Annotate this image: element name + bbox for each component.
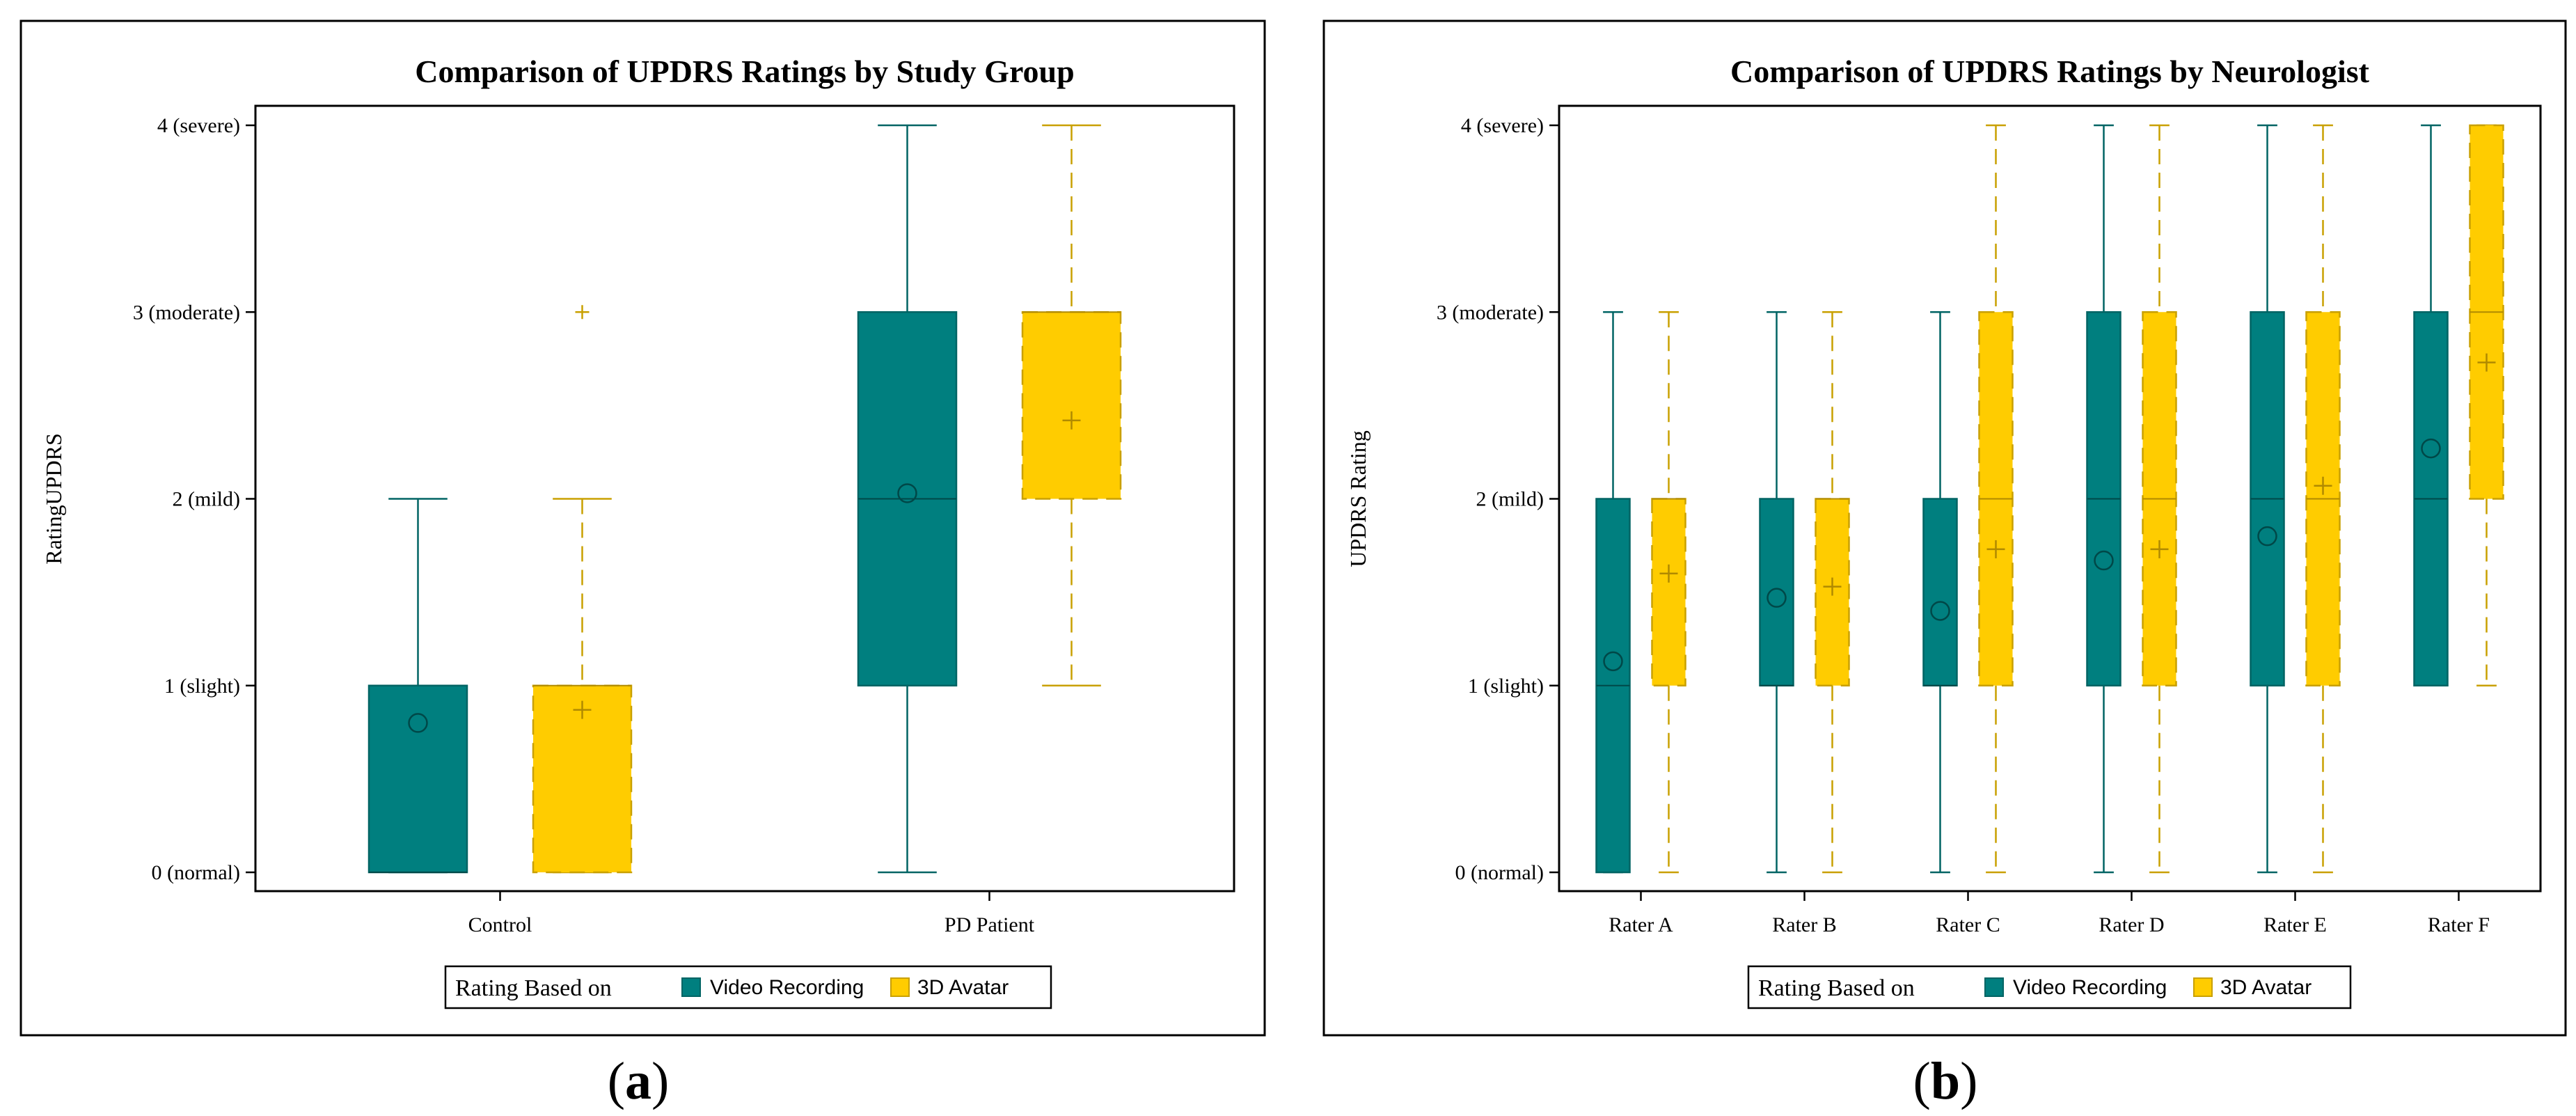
legend-swatch-avatar xyxy=(2193,977,2213,997)
video-box-a-0 xyxy=(368,498,468,874)
avatar-box-b-0 xyxy=(1651,311,1686,874)
x-tick-label: Rater E xyxy=(2263,913,2327,936)
video-box-b-0 xyxy=(1595,311,1631,874)
legend-frame xyxy=(1747,965,2352,1009)
x-tick-label: Rater A xyxy=(1609,913,1673,936)
y-tick-label: 3 (moderate) xyxy=(1437,301,1544,324)
video-box-b-3 xyxy=(2086,124,2121,874)
y-tick-label: 2 (mild) xyxy=(1476,488,1544,511)
mean-marker xyxy=(1930,601,1950,621)
panel-caption: (a) xyxy=(608,1052,670,1110)
mean-marker xyxy=(2421,438,2441,459)
y-tick-label: 3 (moderate) xyxy=(133,301,240,324)
y-axis-label: UPDRS Rating xyxy=(1345,430,1370,567)
video-box-a-1 xyxy=(857,124,958,874)
panel-caption: (b) xyxy=(1913,1052,1978,1110)
panel-frame xyxy=(19,19,1266,1037)
legend-label-video: Video Recording xyxy=(2013,976,2167,999)
legend-swatch-video xyxy=(1984,977,2004,997)
mean-marker xyxy=(1603,651,1623,672)
chart-panel-b: Comparison of UPDRS Ratings by Neurologi… xyxy=(1322,19,2567,1110)
avatar-box-a-0 xyxy=(532,305,633,874)
mean-marker xyxy=(2257,526,2277,547)
mean-marker xyxy=(1767,588,1787,608)
box-iqr xyxy=(1922,498,1958,686)
avatar-box-b-2 xyxy=(1978,124,2014,874)
y-tick-label: 0 (normal) xyxy=(1455,861,1544,884)
plot-area xyxy=(1558,104,2542,893)
legend-title: Rating Based on xyxy=(455,975,612,1001)
avatar-box-b-4 xyxy=(2305,124,2341,874)
y-tick-label: 1 (slight) xyxy=(164,675,240,698)
chart-panel-a: Comparison of UPDRS Ratings by Study Gro… xyxy=(19,19,1266,1110)
panel-caption-letter: b xyxy=(1931,1052,1960,1110)
y-tick-label: 4 (severe) xyxy=(1461,114,1544,137)
video-box-b-2 xyxy=(1922,311,1958,874)
avatar-box-a-1 xyxy=(1021,124,1122,686)
y-axis-label: RatingUPDRS xyxy=(41,433,66,564)
x-tick-label: Rater C xyxy=(1936,913,2000,936)
legend-swatch-avatar xyxy=(890,977,910,997)
mean-marker xyxy=(408,713,428,733)
video-box-b-1 xyxy=(1759,311,1794,874)
legend-swatch-video xyxy=(681,977,701,997)
panel-frame xyxy=(1322,19,2567,1037)
mean-marker xyxy=(897,483,917,503)
y-tick-label: 4 (severe) xyxy=(157,114,240,137)
chart-title: Comparison of UPDRS Ratings by Neurologi… xyxy=(1730,54,2370,89)
mean-marker xyxy=(2094,550,2114,571)
outlier-marker xyxy=(575,305,590,320)
box-iqr xyxy=(1651,498,1686,686)
x-tick-label: Control xyxy=(468,913,532,936)
video-box-b-4 xyxy=(2250,124,2285,874)
box-iqr xyxy=(1759,498,1794,686)
avatar-box-b-1 xyxy=(1815,311,1850,874)
legend: Rating Based on Video Recording 3D Avatar xyxy=(1747,965,2352,1009)
x-tick-label: Rater D xyxy=(2099,913,2164,936)
legend-label-avatar: 3D Avatar xyxy=(917,976,1009,999)
panel-caption-letter: a xyxy=(625,1052,651,1110)
video-box-b-5 xyxy=(2413,124,2449,686)
y-tick-label: 2 (mild) xyxy=(173,488,241,511)
y-tick-label: 0 (normal) xyxy=(152,861,240,884)
x-tick-label: Rater B xyxy=(1772,913,1836,936)
avatar-box-b-5 xyxy=(2469,124,2504,686)
legend-frame xyxy=(444,965,1052,1009)
legend-label-video: Video Recording xyxy=(710,976,864,999)
legend: Rating Based on Video Recording 3D Avatar xyxy=(444,965,1052,1009)
y-tick-label: 1 (slight) xyxy=(1468,675,1544,698)
x-tick-label: PD Patient xyxy=(945,913,1035,936)
x-tick-label: Rater F xyxy=(2428,913,2490,936)
chart-title: Comparison of UPDRS Ratings by Study Gro… xyxy=(415,54,1074,89)
avatar-box-b-3 xyxy=(2142,124,2177,874)
box-iqr xyxy=(368,684,468,874)
legend-title: Rating Based on xyxy=(1758,975,1915,1001)
legend-label-avatar: 3D Avatar xyxy=(2220,976,2312,999)
box-iqr xyxy=(1021,311,1122,500)
